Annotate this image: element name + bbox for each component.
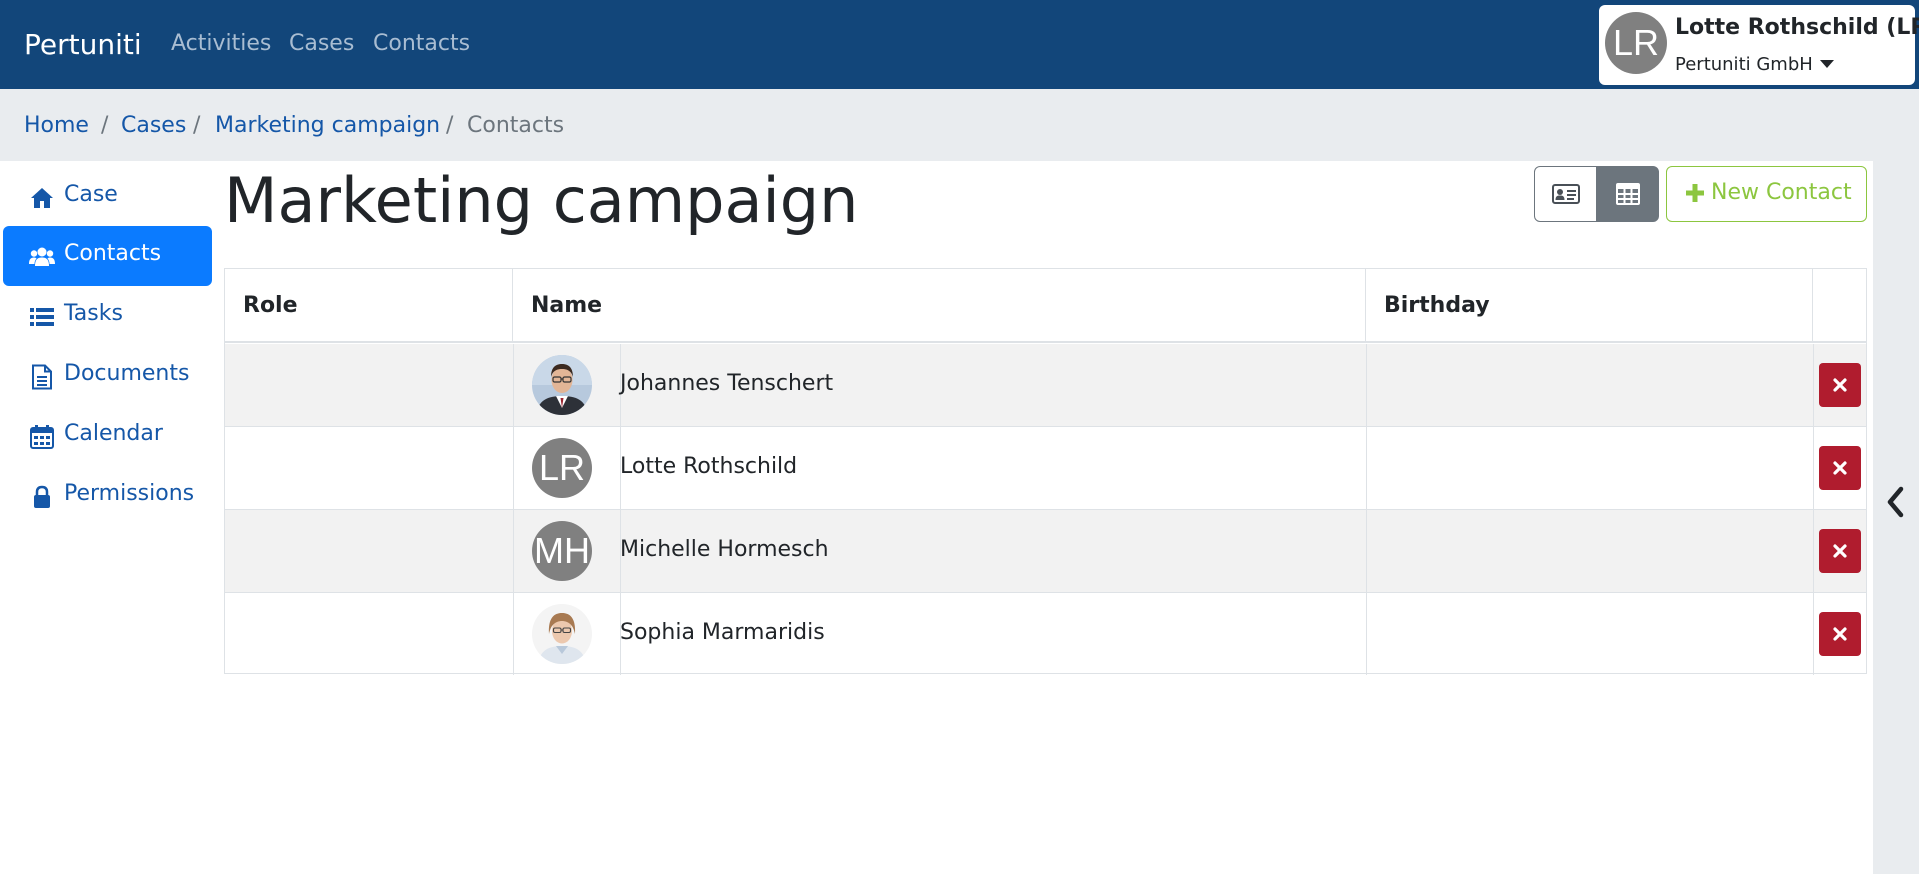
close-icon (1833, 544, 1847, 558)
user-name: Lotte Rothschild (LR) (1675, 15, 1919, 40)
person-photo (532, 355, 592, 415)
breadcrumb-separator: / (446, 113, 454, 138)
sidebar-item-tasks[interactable]: Tasks (3, 286, 212, 346)
new-contact-label: New Contact (1711, 180, 1852, 205)
sidebar-item-label: Case (64, 182, 118, 207)
sidebar-item-permissions[interactable]: Permissions (3, 466, 212, 526)
breadcrumb-case-name[interactable]: Marketing campaign (215, 113, 441, 138)
sidebar-item-label: Documents (64, 361, 190, 386)
contact-avatar: LR (532, 438, 592, 498)
breadcrumb-home[interactable]: Home (24, 113, 89, 138)
column-divider (1365, 269, 1366, 343)
breadcrumb-cases[interactable]: Cases (121, 113, 187, 138)
new-contact-button[interactable]: New Contact (1666, 166, 1867, 222)
table-icon (1616, 183, 1640, 205)
sidebar-item-label: Tasks (64, 301, 123, 326)
users-icon (29, 247, 55, 266)
column-divider (512, 269, 513, 343)
contacts-table: Role Name Birthday Johannes Tenschert (224, 268, 1867, 676)
top-navbar: Pertuniti Activities Cases Contacts LR L… (0, 0, 1919, 89)
table-row: Johannes Tenschert (225, 344, 1866, 427)
user-organization: Pertuniti GmbH (1675, 54, 1813, 75)
column-header-name: Name (531, 293, 603, 318)
table-row: LR Lotte Rothschild (225, 427, 1866, 510)
close-icon (1833, 461, 1847, 475)
card-view-button[interactable] (1534, 166, 1597, 222)
chevron-left-icon[interactable] (1885, 486, 1905, 518)
nav-link-cases[interactable]: Cases (289, 31, 355, 56)
calendar-icon (30, 425, 54, 449)
delete-button[interactable] (1819, 363, 1861, 407)
close-icon (1833, 378, 1847, 392)
user-avatar: LR (1605, 12, 1667, 74)
table-row: Sophia Marmaridis (225, 593, 1866, 676)
contact-name[interactable]: Lotte Rothschild (620, 454, 798, 479)
sidebar-item-documents[interactable]: Documents (3, 346, 212, 406)
user-menu[interactable]: LR Lotte Rothschild (LR) Pertuniti GmbH (1599, 5, 1919, 85)
close-icon (1833, 627, 1847, 641)
caret-down-icon[interactable] (1820, 60, 1834, 68)
sidebar-item-case[interactable]: Case (3, 167, 212, 227)
id-card-icon (1552, 184, 1580, 204)
brand-logo[interactable]: Pertuniti (24, 28, 142, 61)
delete-button[interactable] (1819, 529, 1861, 573)
column-divider (1812, 269, 1813, 343)
document-icon (32, 364, 52, 390)
contact-name[interactable]: Johannes Tenschert (620, 371, 834, 396)
sidebar-item-label: Permissions (64, 481, 195, 506)
table-view-button[interactable] (1596, 166, 1659, 222)
table-row: MH Michelle Hormesch (225, 510, 1866, 593)
breadcrumb-current: Contacts (467, 113, 565, 138)
lock-icon (34, 485, 50, 508)
sidebar-item-calendar[interactable]: Calendar (3, 406, 212, 466)
page-title: Marketing campaign (224, 164, 859, 237)
column-header-birthday: Birthday (1384, 293, 1490, 318)
contact-avatar: MH (532, 521, 592, 581)
breadcrumb-separator: / (101, 113, 109, 138)
person-photo (532, 604, 592, 664)
breadcrumb: Home / Cases / Marketing campaign / Cont… (0, 89, 1919, 161)
table-header-row (225, 269, 1866, 343)
sidebar-item-contacts[interactable]: Contacts (3, 226, 212, 286)
delete-button[interactable] (1819, 446, 1861, 490)
delete-button[interactable] (1819, 612, 1861, 656)
column-header-role: Role (243, 293, 298, 318)
right-panel-toggle[interactable] (1873, 161, 1919, 874)
contact-avatar (532, 355, 592, 415)
list-icon (30, 308, 54, 326)
nav-link-contacts[interactable]: Contacts (373, 31, 471, 56)
home-icon (31, 188, 53, 208)
plus-icon (1686, 184, 1704, 202)
nav-link-activities[interactable]: Activities (171, 31, 272, 56)
sidebar-item-label: Contacts (64, 241, 162, 266)
contact-name[interactable]: Sophia Marmaridis (620, 620, 825, 645)
sidebar-item-label: Calendar (64, 421, 163, 446)
contact-name[interactable]: Michelle Hormesch (620, 537, 829, 562)
breadcrumb-separator: / (193, 113, 201, 138)
contact-avatar (532, 604, 592, 664)
